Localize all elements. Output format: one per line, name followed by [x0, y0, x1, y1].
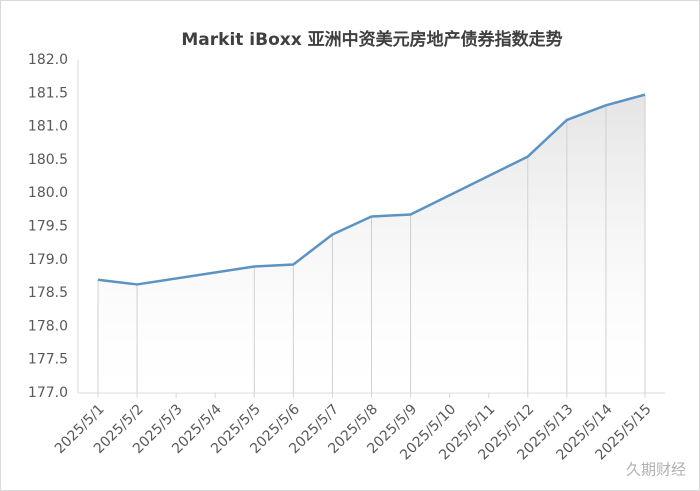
- y-tick-label: 178.5: [28, 285, 68, 301]
- y-tick-label: 181.0: [28, 119, 68, 135]
- y-tick-label: 182.0: [28, 52, 68, 68]
- y-tick-label: 179.0: [28, 252, 68, 268]
- y-tick-label: 179.5: [28, 219, 68, 235]
- y-tick-label: 177.0: [28, 385, 68, 401]
- line: [97, 93, 646, 286]
- y-tick-label: 178.0: [28, 318, 68, 334]
- y-tick-label: 180.5: [28, 152, 68, 168]
- watermark: 久期财经: [626, 461, 686, 479]
- y-tick-label: 181.5: [28, 85, 68, 101]
- y-tick-label: 180.0: [28, 185, 68, 201]
- y-tick-label: 177.5: [28, 352, 68, 368]
- chart-title: Markit iBoxx 亚洲中资美元房地产债券指数走势: [181, 29, 562, 50]
